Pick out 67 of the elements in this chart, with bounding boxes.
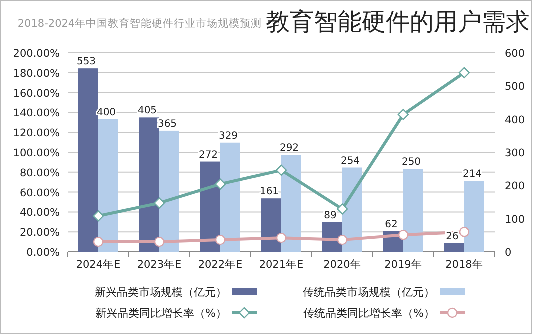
point [154,198,166,209]
bar [262,198,282,252]
y-tick-label: 180.00% [13,68,60,80]
point [154,236,165,248]
chart-title: 教育智能硬件的用户需求 [266,8,530,36]
y-tick-label: 60.00% [20,187,60,200]
y-tick-label: 140.00% [13,108,60,120]
bar [464,181,484,252]
point [398,230,409,240]
bar [98,119,118,252]
x-tick-label: 2021年E [259,259,304,271]
y2-tick-label: 300 [505,148,526,160]
point [215,234,226,246]
chart-subtitle: 2018-2024年中国教育智能硬件行业市场规模预测 [18,17,262,30]
bar [78,68,98,252]
data-label: 161 [260,186,280,198]
y2-tick-label: 0 [505,247,512,259]
x-tick-label: 2024年E [76,259,121,271]
bar [444,243,464,252]
point [214,178,226,190]
legend-label: 新兴品类市场规模（亿元） [95,286,227,299]
bar [220,142,240,252]
point [276,232,287,244]
bar [404,169,424,252]
x-tick-label: 2023年E [137,259,182,271]
data-label: 292 [280,143,300,154]
legend-label: 传统品类市场规模（亿元） [303,286,435,299]
y2-tick-label: 100 [505,214,526,226]
data-label: 329 [218,130,238,142]
data-label: 26 [446,231,459,242]
point [459,227,470,238]
legend-label: 新兴品类同比增长率（%） [96,307,227,320]
x-tick-label: 2022年E [198,259,243,271]
x-tick-label: 2019年 [384,259,422,271]
data-label: 250 [402,157,422,168]
data-label: 272 [198,150,218,161]
y-tick-label: 120.00% [13,128,60,140]
bar [160,130,180,252]
y2-tick-label: 500 [505,81,526,94]
x-tick-label: 2020年 [324,259,362,271]
point [336,204,348,215]
data-label: 405 [138,106,158,117]
data-label: 214 [462,169,482,180]
data-label: 553 [76,56,96,68]
point [93,236,104,248]
y-tick-label: 40.00% [20,207,60,220]
point [276,164,288,176]
point [337,234,348,246]
point [92,210,104,222]
y2-tick-label: 600 [505,48,526,60]
y2-tick-label: 400 [505,114,526,126]
y-tick-label: 0.00% [26,247,60,259]
y-tick-label: 200.00% [13,48,60,60]
y-tick-label: 80.00% [20,167,60,180]
data-label: 62 [385,219,398,230]
y-tick-label: 160.00% [13,88,60,100]
bar [140,118,160,252]
y-tick-label: 100.00% [13,148,60,160]
x-tick-label: 2018年 [446,259,484,271]
point [398,109,410,120]
data-label: 254 [340,156,360,167]
data-label: 89 [324,210,337,222]
point [458,67,470,78]
y-tick-label: 20.00% [20,227,60,240]
y2-tick-label: 200 [505,180,526,193]
legend-label: 传统品类同比增长率（%） [304,307,435,320]
bar [282,155,302,252]
